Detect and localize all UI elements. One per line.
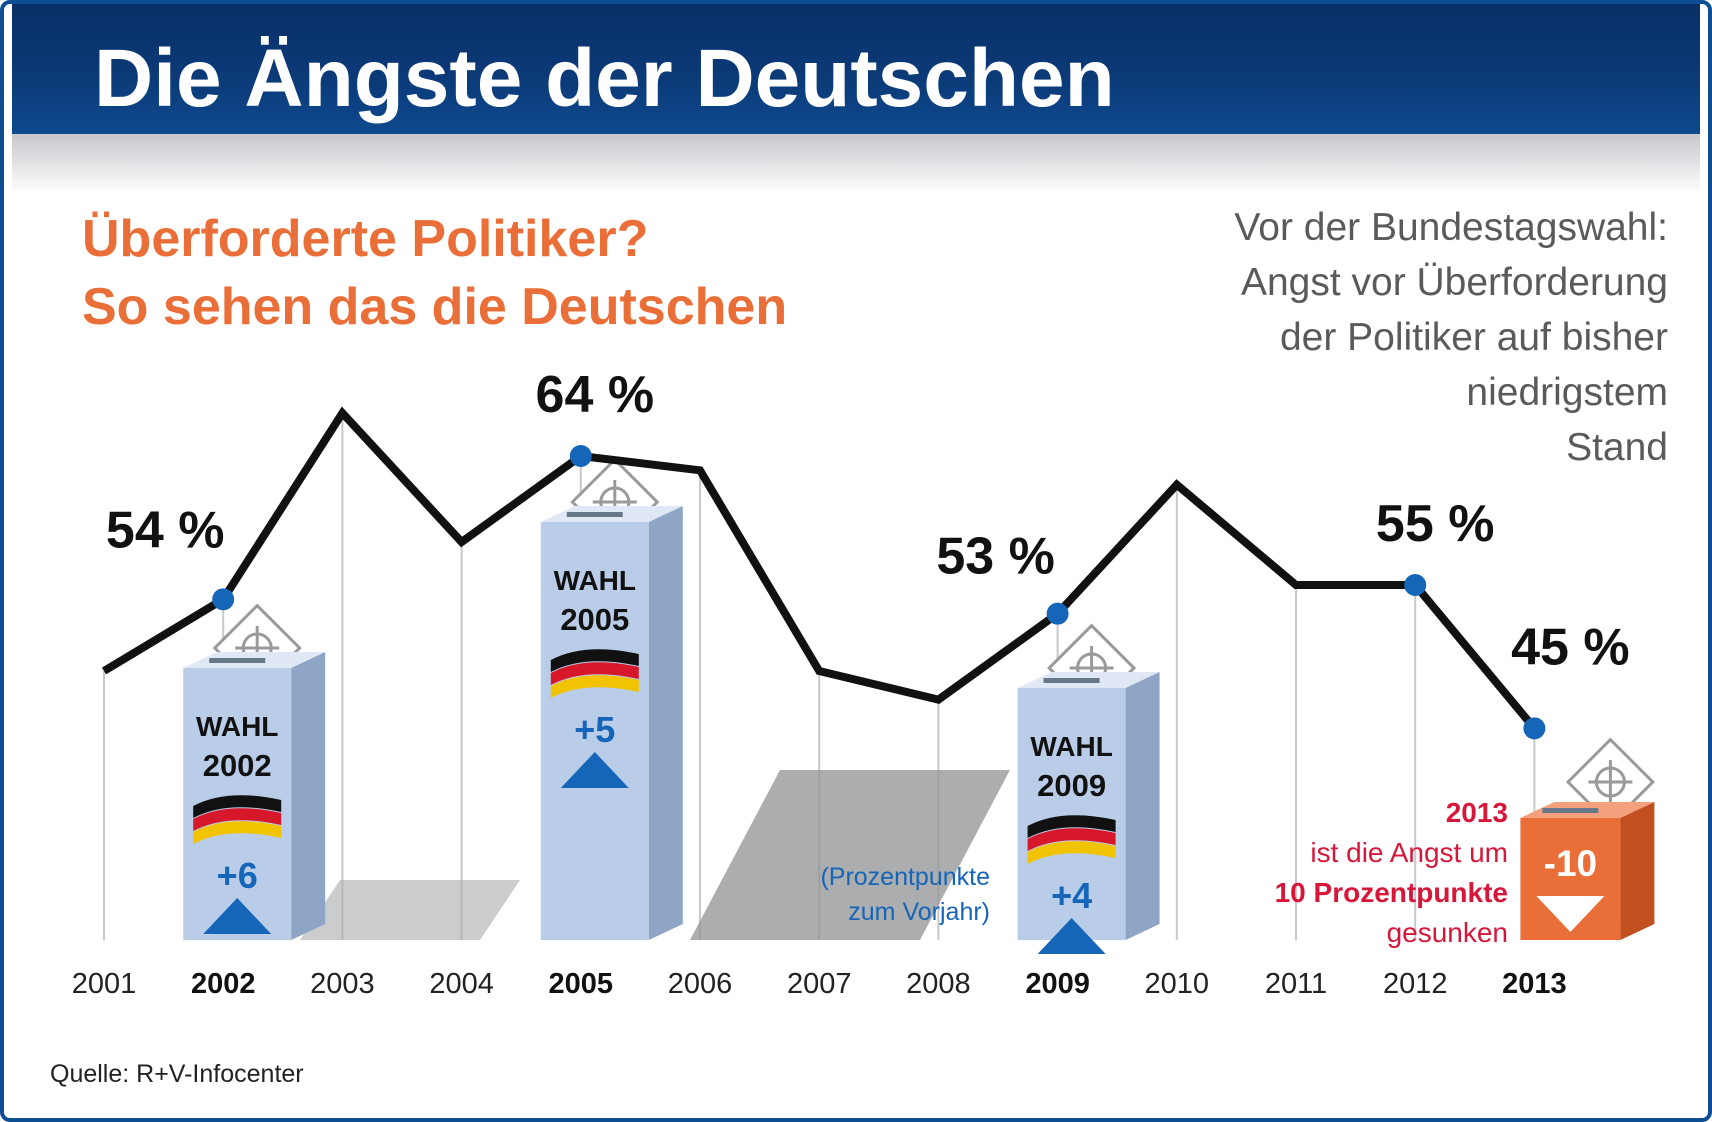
x-tick-label: 2008 — [906, 968, 971, 1000]
data-point — [569, 445, 592, 467]
ballot-box-label: WAHL — [554, 565, 636, 596]
shadow-band — [300, 880, 520, 940]
side-note: Vor der Bundestagswahl: Angst vor Überfo… — [1108, 200, 1668, 475]
subtitle-line-1: Überforderte Politiker? — [82, 210, 649, 268]
page-title: Die Ängste der Deutschen — [94, 33, 1115, 124]
side-note-line: der Politiker auf bisher — [1279, 316, 1668, 359]
change-note-line: zum Vorjahr) — [848, 898, 990, 926]
subtitle: Überforderte Politiker? So sehen das die… — [82, 205, 787, 341]
ballot-box-slot — [566, 512, 623, 517]
flag-stripe — [550, 649, 639, 672]
x-tick-label: 2007 — [787, 968, 852, 1000]
x-tick-label: 2011 — [1265, 968, 1327, 1000]
data-label: 53 % — [936, 528, 1055, 586]
germany-flag-icon — [193, 795, 282, 844]
ballot-box-front — [1017, 688, 1126, 940]
side-note-line: Vor der Bundestagswahl: — [1234, 206, 1668, 249]
ballot-box-slot — [209, 658, 266, 663]
x-tick-label: 2012 — [1383, 968, 1448, 1000]
ballot-box-year: 2009 — [1037, 768, 1106, 803]
data-point — [1404, 574, 1427, 596]
flag-stripe — [193, 821, 282, 844]
change-value: +6 — [217, 855, 258, 896]
change-note-line: (Prozentpunkte — [820, 863, 990, 891]
germany-flag-icon — [1027, 815, 1116, 864]
box-2013-note-line: ist die Angst um — [1310, 837, 1508, 868]
ballot-box — [1520, 802, 1655, 940]
side-note-line: Angst vor Überforderung — [1240, 261, 1668, 304]
data-point — [1046, 602, 1069, 625]
ballot-box-label: WAHL — [1030, 731, 1112, 762]
ballot-box-side — [1125, 672, 1160, 940]
down-arrow-icon — [1536, 896, 1605, 932]
side-note-line: niedrigstem — [1466, 371, 1668, 414]
x-tick-label: 2003 — [310, 968, 375, 1000]
change-value: +4 — [1051, 875, 1092, 916]
side-note-line: Stand — [1566, 426, 1668, 469]
x-tick-label: 2013 — [1502, 968, 1567, 1000]
ballot-box — [1017, 672, 1160, 940]
flag-stripe — [550, 675, 639, 698]
ballot-box-label: WAHL — [196, 711, 278, 742]
ballot-box — [540, 506, 683, 940]
header-banner: Die Ängste der Deutschen — [12, 4, 1700, 134]
x-tick-label: 2004 — [429, 968, 494, 1000]
ballot-box-year: 2005 — [560, 602, 629, 637]
flag-stripe — [1027, 828, 1116, 851]
change-value: +5 — [574, 709, 615, 750]
flag-stripe — [193, 808, 282, 831]
x-tick-label: 2010 — [1145, 968, 1210, 1000]
up-arrow-icon — [1037, 918, 1106, 954]
ballot-box-side — [648, 506, 683, 940]
x-tick-label: 2002 — [191, 968, 256, 1000]
flag-stripe — [550, 662, 639, 685]
ballot-box-side — [1620, 802, 1655, 940]
source-note: Quelle: R+V-Infocenter — [50, 1060, 304, 1088]
box-2013-note-line: 10 Prozentpunkte — [1275, 877, 1508, 908]
x-tick-label: 2006 — [668, 968, 733, 1000]
up-arrow-icon — [560, 752, 629, 788]
ballot-box-slot — [1542, 808, 1599, 813]
x-tick-label: 2009 — [1025, 968, 1090, 1000]
series-line — [101, 406, 1538, 731]
data-label: 45 % — [1511, 618, 1630, 676]
ballot-box-side — [291, 652, 326, 940]
x-tick-label: 2001 — [72, 968, 137, 1000]
crosshair-icon — [1588, 760, 1633, 804]
x-tick-label: 2005 — [549, 968, 614, 1000]
flag-stripe — [1027, 815, 1116, 838]
data-point — [212, 588, 235, 611]
flag-stripe — [1027, 841, 1116, 864]
data-label: 55 % — [1376, 495, 1495, 553]
ballot-box-year: 2002 — [203, 748, 272, 783]
ballot-box-slot — [1043, 678, 1100, 683]
data-point — [1523, 717, 1546, 740]
header-shadow — [12, 134, 1700, 194]
box-2013-note-line: gesunken — [1387, 917, 1508, 948]
germany-flag-icon — [550, 649, 639, 698]
box-2013-note-line: 2013 — [1446, 797, 1508, 828]
data-label: 64 % — [536, 366, 655, 424]
flag-stripe — [193, 795, 282, 818]
up-arrow-icon — [203, 898, 272, 934]
shadow-band — [690, 770, 1010, 940]
data-label: 54 % — [106, 501, 225, 559]
subtitle-line-2: So sehen das die Deutschen — [82, 278, 788, 336]
ballot-box-front — [540, 522, 649, 940]
change-value: -10 — [1544, 843, 1597, 884]
